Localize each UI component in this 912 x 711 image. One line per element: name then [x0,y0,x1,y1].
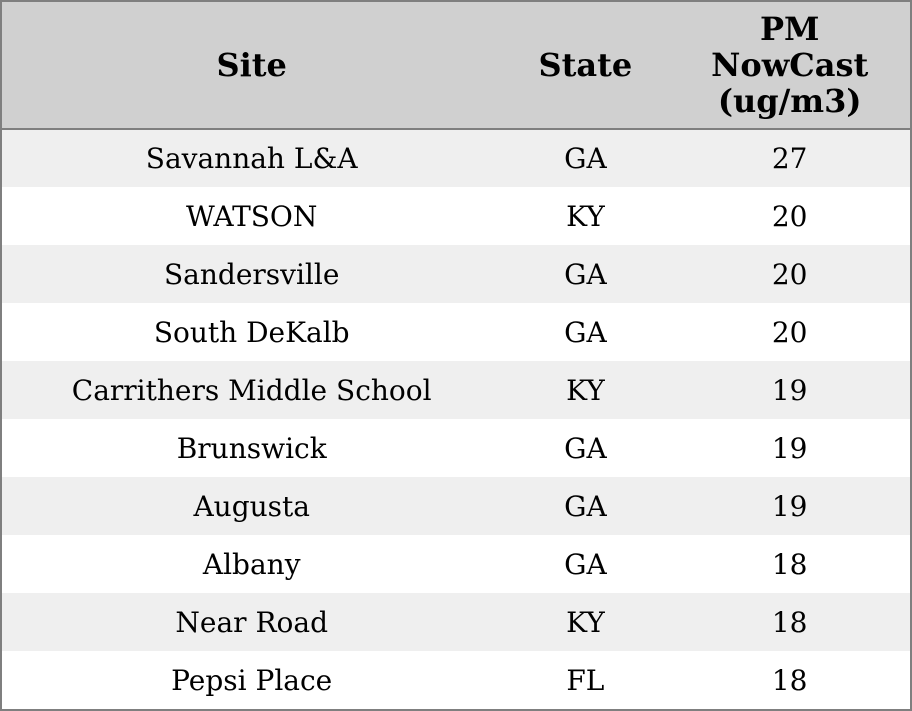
column-header-state: State [501,2,670,130]
cell-pm-nowcast: 20 [771,257,808,291]
cell-site: Sandersville [163,257,340,291]
table-row: Sandersville GA 20 [2,245,910,303]
cell-pm-nowcast: 18 [771,547,808,581]
cell-pm-nowcast: 19 [771,489,808,523]
cell-state: GA [564,315,607,349]
table-row: Albany GA 18 [2,535,910,593]
column-header-site-label: Site [216,45,287,84]
table-row: WATSON KY 20 [2,187,910,245]
cell-pm-nowcast: 18 [771,605,808,639]
cell-site: Brunswick [176,431,327,465]
column-header-pm-nowcast: PM NowCast (ug/m3) [669,2,910,130]
cell-state: GA [564,431,607,465]
column-header-pm-nowcast-label: PM NowCast (ug/m3) [711,9,869,121]
table-row: Carrithers Middle School KY 19 [2,361,910,419]
cell-state: GA [564,547,607,581]
cell-state: KY [566,373,605,407]
cell-state: KY [566,199,605,233]
cell-site: Pepsi Place [171,663,333,697]
table-body: Savannah L&A GA 27 WATSON KY 20 Sandersv… [2,129,910,709]
cell-site: Albany [202,547,301,581]
cell-state: FL [566,663,605,697]
cell-site: Carrithers Middle School [71,373,432,407]
cell-pm-nowcast: 19 [771,373,808,407]
column-header-site: Site [2,2,502,130]
cell-pm-nowcast: 18 [771,663,808,697]
cell-pm-nowcast: 20 [771,199,808,233]
cell-site: Augusta [193,489,310,523]
header-row: Site State PM NowCast (ug/m3) [2,2,910,130]
cell-pm-nowcast: 27 [771,142,808,175]
table-row: Brunswick GA 19 [2,419,910,477]
table-row: South DeKalb GA 20 [2,303,910,361]
cell-site: South DeKalb [153,315,350,349]
cell-site: Near Road [175,605,328,639]
table-header: Site State PM NowCast (ug/m3) [2,2,910,130]
cell-state: GA [564,142,607,175]
cell-pm-nowcast: 20 [771,315,808,349]
cell-site: Savannah L&A [145,142,358,175]
table-row: Pepsi Place FL 18 [2,651,910,709]
cell-site: WATSON [186,199,318,233]
table-row: Savannah L&A GA 27 [2,129,910,187]
cell-state: GA [564,257,607,291]
cell-pm-nowcast: 19 [771,431,808,465]
cell-state: KY [566,605,605,639]
table-row: Augusta GA 19 [2,477,910,535]
table-row: Near Road KY 18 [2,593,910,651]
column-header-state-label: State [538,45,633,84]
cell-state: GA [564,489,607,523]
